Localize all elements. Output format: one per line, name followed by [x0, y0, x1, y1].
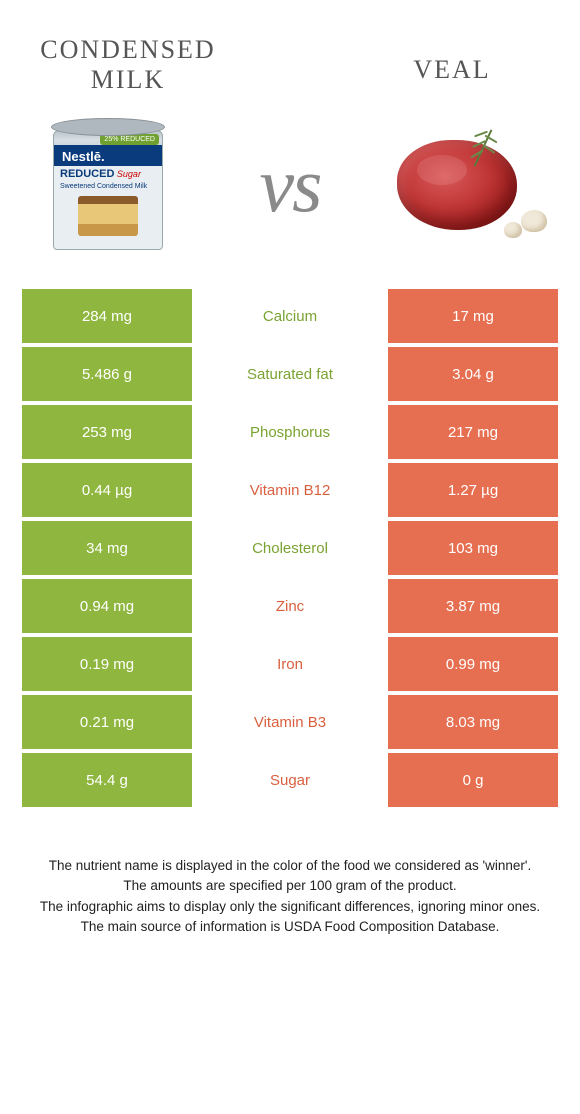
- can-desc-text: Sweetened Condensed Milk: [60, 183, 147, 190]
- images-row: Nestlē. REDUCED Sugar Sweetened Condensed…: [18, 105, 562, 285]
- table-row: 0.21 mgVitamin B38.03 mg: [22, 695, 558, 749]
- left-value-cell: 0.94 mg: [22, 579, 192, 633]
- right-value-cell: 1.27 µg: [388, 463, 558, 517]
- can-reduced-text: REDUCED: [60, 168, 114, 180]
- left-value-cell: 253 mg: [22, 405, 192, 459]
- footer-line: The infographic aims to display only the…: [28, 897, 552, 917]
- right-food-title: VEAL: [352, 20, 552, 85]
- footer-line: The nutrient name is displayed in the co…: [28, 856, 552, 876]
- table-row: 54.4 gSugar0 g: [22, 753, 558, 807]
- nutrient-label-cell: Vitamin B12: [196, 463, 384, 517]
- left-value-cell: 0.44 µg: [22, 463, 192, 517]
- right-value-cell: 0 g: [388, 753, 558, 807]
- right-value-cell: 3.87 mg: [388, 579, 558, 633]
- header-titles: CONDENSED MILK VEAL: [18, 20, 562, 105]
- left-value-cell: 34 mg: [22, 521, 192, 575]
- table-row: 0.19 mgIron0.99 mg: [22, 637, 558, 691]
- nutrient-label-cell: Saturated fat: [196, 347, 384, 401]
- footer-line: The amounts are specified per 100 gram o…: [28, 876, 552, 896]
- can-brand-label: Nestlē.: [54, 145, 162, 166]
- condensed-milk-image: Nestlē. REDUCED Sugar Sweetened Condensed…: [28, 115, 188, 255]
- nutrient-label-cell: Cholesterol: [196, 521, 384, 575]
- can-dessert-icon: [78, 196, 138, 236]
- right-value-cell: 103 mg: [388, 521, 558, 575]
- vs-label: vs: [260, 140, 321, 230]
- can-sugar-text: Sugar: [117, 169, 141, 179]
- left-food-title: CONDENSED MILK: [28, 20, 228, 95]
- footer-line: The main source of information is USDA F…: [28, 917, 552, 937]
- table-row: 253 mgPhosphorus217 mg: [22, 405, 558, 459]
- right-value-cell: 3.04 g: [388, 347, 558, 401]
- left-value-cell: 0.19 mg: [22, 637, 192, 691]
- table-row: 284 mgCalcium17 mg: [22, 289, 558, 343]
- left-value-cell: 54.4 g: [22, 753, 192, 807]
- can-top-icon: [51, 118, 165, 136]
- right-value-cell: 217 mg: [388, 405, 558, 459]
- nutrient-label-cell: Zinc: [196, 579, 384, 633]
- nutrient-comparison-table: 284 mgCalcium17 mg5.486 gSaturated fat3.…: [18, 285, 562, 811]
- herb-icon: [452, 128, 512, 168]
- nutrient-label-cell: Phosphorus: [196, 405, 384, 459]
- nutrient-label-cell: Calcium: [196, 289, 384, 343]
- nutrient-label-cell: Sugar: [196, 753, 384, 807]
- right-value-cell: 17 mg: [388, 289, 558, 343]
- table-row: 0.44 µgVitamin B121.27 µg: [22, 463, 558, 517]
- left-value-cell: 5.486 g: [22, 347, 192, 401]
- garlic-icon: [521, 210, 547, 232]
- left-value-cell: 284 mg: [22, 289, 192, 343]
- footer-notes: The nutrient name is displayed in the co…: [18, 856, 562, 937]
- veal-image: [392, 115, 552, 255]
- right-value-cell: 0.99 mg: [388, 637, 558, 691]
- garlic-icon: [504, 222, 522, 238]
- left-value-cell: 0.21 mg: [22, 695, 192, 749]
- table-row: 5.486 gSaturated fat3.04 g: [22, 347, 558, 401]
- right-value-cell: 8.03 mg: [388, 695, 558, 749]
- table-row: 34 mgCholesterol103 mg: [22, 521, 558, 575]
- table-row: 0.94 mgZinc3.87 mg: [22, 579, 558, 633]
- nutrient-label-cell: Iron: [196, 637, 384, 691]
- nutrient-label-cell: Vitamin B3: [196, 695, 384, 749]
